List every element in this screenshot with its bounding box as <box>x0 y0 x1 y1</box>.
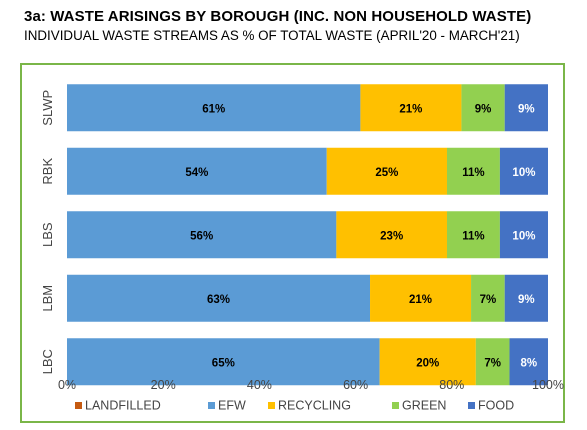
bar-green-slwp <box>461 84 505 132</box>
data-label-recycling-slwp: 21% <box>399 103 422 115</box>
x-tick-label: 60% <box>343 378 368 392</box>
bar-recycling-rbk <box>326 147 447 195</box>
data-label-green-lbm: 7% <box>480 294 497 306</box>
data-label-efw-slwp: 61% <box>202 103 225 115</box>
x-tick-label: 0% <box>58 378 76 392</box>
bar-food-lbc <box>509 338 548 386</box>
bar-food-lbm <box>504 274 548 322</box>
bar-recycling-lbs <box>336 211 447 259</box>
bar-efw-lbm <box>67 274 371 322</box>
bar-recycling-slwp <box>360 84 462 132</box>
x-tick-label: 80% <box>439 378 464 392</box>
category-label-lbm: LBM <box>40 285 55 312</box>
legend-swatch-recycling <box>268 402 275 409</box>
x-tick-label: 20% <box>151 378 176 392</box>
legend-swatch-food <box>468 402 475 409</box>
bar-green-lbs <box>446 211 500 259</box>
bar-green-rbk <box>446 147 500 195</box>
chart-subtitle: INDIVIDUAL WASTE STREAMS AS % OF TOTAL W… <box>24 28 520 43</box>
data-label-food-lbc: 8% <box>520 357 537 369</box>
chart-title: 3a: WASTE ARISINGS BY BOROUGH (INC. NON … <box>24 8 532 25</box>
category-label-rbk: RBK <box>40 158 55 185</box>
category-label-slwp: SLWP <box>40 90 55 126</box>
data-label-food-lbs: 10% <box>512 230 535 242</box>
bar-recycling-lbm <box>370 274 472 322</box>
data-label-recycling-lbc: 20% <box>416 357 439 369</box>
data-label-recycling-rbk: 25% <box>375 167 398 179</box>
legend-label-efw: EFW <box>218 399 246 413</box>
data-label-efw-lbc: 65% <box>212 357 235 369</box>
legend-swatch-green <box>392 402 399 409</box>
x-tick-label: 40% <box>247 378 272 392</box>
data-label-food-rbk: 10% <box>512 167 535 179</box>
data-label-efw-rbk: 54% <box>185 167 208 179</box>
bar-efw-slwp <box>67 84 361 132</box>
data-label-green-slwp: 9% <box>475 103 492 115</box>
data-label-efw-lbm: 63% <box>207 294 230 306</box>
bar-food-rbk <box>499 147 548 195</box>
bar-green-lbc <box>475 338 510 386</box>
bar-green-lbm <box>471 274 505 322</box>
data-label-green-lbc: 7% <box>484 357 501 369</box>
data-label-green-lbs: 11% <box>462 230 484 242</box>
data-label-recycling-lbm: 21% <box>409 294 432 306</box>
data-label-efw-lbs: 56% <box>190 230 213 242</box>
bar-food-lbs <box>499 211 548 259</box>
data-label-green-rbk: 11% <box>462 167 484 179</box>
category-label-lbs: LBS <box>40 222 55 247</box>
bar-efw-lbc <box>67 338 380 386</box>
bar-food-slwp <box>504 84 548 132</box>
legend-swatch-efw <box>208 402 215 409</box>
data-label-recycling-lbs: 23% <box>380 230 403 242</box>
legend-swatch-landfilled <box>75 402 82 409</box>
bar-efw-rbk <box>67 147 327 195</box>
data-label-food-slwp: 9% <box>518 103 535 115</box>
category-label-lbc: LBC <box>40 349 55 374</box>
legend-label-food: FOOD <box>478 399 514 413</box>
legend-label-landfilled: LANDFILLED <box>85 399 161 413</box>
bar-recycling-lbc <box>379 338 476 386</box>
x-tick-label: 100% <box>532 378 564 392</box>
bar-efw-lbs <box>67 211 337 259</box>
data-label-food-lbm: 9% <box>518 294 535 306</box>
legend-label-recycling: RECYCLING <box>278 399 351 413</box>
legend-label-green: GREEN <box>402 399 446 413</box>
